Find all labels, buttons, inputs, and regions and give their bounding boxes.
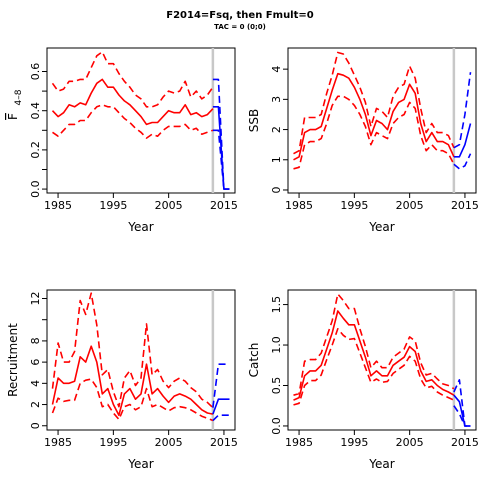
fbar-x-tick-label: 1985 [44, 199, 72, 212]
fbar-projection-lower-line [212, 129, 230, 190]
fbar-plot-frame [46, 47, 236, 194]
recruitment-y-tick-label: 12 [29, 291, 42, 305]
fbar-ylabel: F [6, 113, 20, 120]
catch-y-tick-label: 0.5 [270, 377, 283, 395]
recruitment-x-tick-label: 1995 [99, 436, 127, 449]
catch-historic-upper-line [293, 293, 455, 396]
catch-y-tick-label: 1.0 [270, 336, 283, 354]
ssb-xlabel: Year [368, 220, 394, 234]
catch-historic-lower-line [293, 327, 455, 406]
page-subtitle: TAC = 0 (0;0) [214, 23, 266, 31]
catch-y-tick-label: 0.0 [270, 417, 283, 435]
recruitment-projection-upper-line [212, 363, 230, 408]
catch-y-tick-label: 1.5 [270, 296, 283, 314]
recruitment-projection-lower-line [212, 414, 230, 422]
catch-x-tick-label: 2005 [396, 436, 424, 449]
recruitment-historic-lower-line [51, 378, 214, 422]
ssb-projection-lower-line [453, 153, 472, 170]
recruitment-projection-median-line [212, 398, 230, 415]
fbar-historic-upper-line [51, 51, 214, 108]
catch-panel: Catch Year 1985 1995 2005 2015 0.0 0.5 1.0 1.5 [247, 289, 479, 471]
fbar-historic-lower-line [52, 104, 214, 139]
page-title: F2014=Fsq, then Fmult=0 [166, 10, 314, 21]
recruitment-y-tick-label: 8 [29, 337, 42, 344]
ssb-x-tick-label: 2005 [396, 199, 424, 212]
catch-projection-upper-line [453, 378, 471, 427]
fbar-x-tick-label: 2015 [210, 199, 238, 212]
recruitment-historic-upper-line [51, 292, 214, 409]
ssb-historic-upper-line [293, 51, 455, 155]
catch-ylabel: Catch [247, 343, 261, 378]
recruitment-y-tick-label: 6 [29, 359, 42, 366]
catch-plot-frame [287, 289, 477, 431]
ssb-x-tick-label: 1985 [285, 199, 313, 212]
ssb-projection-upper-line [453, 72, 472, 149]
catch-historic-median-line [293, 310, 455, 401]
fbar-y-tick-label: 0.6 [29, 63, 42, 81]
recruitment-plot-frame [46, 289, 236, 431]
ssb-x-tick-label: 2015 [451, 199, 479, 212]
ssb-y-tick-label: 3 [270, 96, 283, 103]
fbar-y-tick-label: 0.2 [29, 141, 42, 159]
ssb-x-tick-label: 1995 [340, 199, 368, 212]
fbar-ylabel-subscript: 4–8 [14, 89, 24, 105]
ssb-historic-lower-line [293, 95, 455, 170]
recruitment-x-tick-label: 1985 [44, 436, 72, 449]
catch-x-tick-label: 1995 [340, 436, 368, 449]
ssb-y-tick-label: 0 [270, 186, 283, 193]
recruitment-ylabel: Recruitment [6, 323, 20, 397]
fbar-x-tick-label: 1995 [99, 199, 127, 212]
catch-xlabel: Year [368, 457, 394, 471]
ssb-y-tick-label: 1 [270, 156, 283, 163]
ssb-y-tick-label: 4 [270, 66, 283, 73]
ssb-plot-frame [287, 47, 477, 194]
ssb-y-tick-label: 2 [270, 126, 283, 133]
fbar-projection-upper-line [212, 78, 230, 190]
catch-x-tick-label: 2015 [451, 436, 479, 449]
recruitment-xlabel: Year [127, 457, 153, 471]
ssb-historic-median-line [293, 72, 455, 161]
fbar-y-tick-label: 0.0 [29, 180, 42, 198]
recruitment-y-tick-label: 0 [29, 422, 42, 429]
recruitment-historic-median-line [51, 345, 214, 417]
ssb-ylabel: SSB [247, 109, 261, 132]
catch-x-tick-label: 1985 [285, 436, 313, 449]
fbar-panel: F 4–8 Year 1985 1995 2005 2015 0.0 0.2 0.4 0.6 [6, 47, 238, 234]
fbar-historic-median-line [51, 78, 214, 126]
ssb-projection-median-line [453, 123, 472, 158]
fbar-x-tick-label: 2005 [155, 199, 183, 212]
recruitment-panel: Recruitment Year 1985 1995 2005 2015 0 2 4 6 8 12 [6, 289, 238, 471]
recruitment-y-tick-label: 2 [29, 401, 42, 408]
fbar-projection-median-line [212, 106, 230, 190]
ssb-panel: SSB Year 1985 1995 2005 2015 0 1 2 3 4 [247, 47, 479, 234]
fbar-y-tick-label: 0.4 [29, 102, 42, 120]
catch-projection-lower-line [453, 405, 471, 427]
recruitment-x-tick-label: 2005 [155, 436, 183, 449]
fbar-xlabel: Year [127, 220, 153, 234]
recruitment-x-tick-label: 2015 [210, 436, 238, 449]
recruitment-y-tick-label: 4 [29, 380, 42, 387]
